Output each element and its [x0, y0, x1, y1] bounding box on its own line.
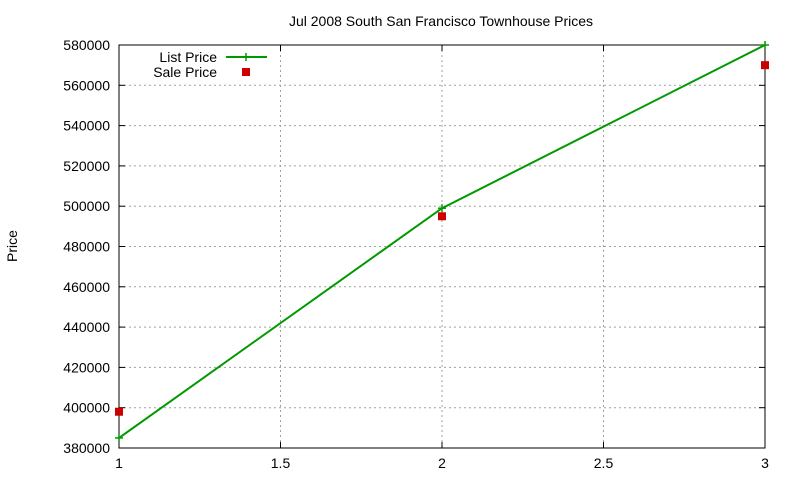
x-tick-label: 1.5	[271, 455, 291, 471]
x-tick-label: 3	[761, 455, 769, 471]
sale-price-point	[438, 212, 446, 221]
y-tick-label: 480000	[63, 239, 110, 255]
legend-marker-sale-price	[242, 68, 250, 76]
legend-label-sale-price: Sale Price	[153, 64, 217, 80]
y-axis-label: Price	[4, 230, 20, 262]
chart-title: Jul 2008 South San Francisco Townhouse P…	[289, 13, 593, 29]
list-price-point	[115, 433, 123, 442]
list-price-point	[438, 204, 446, 213]
y-tick-label: 540000	[63, 118, 110, 134]
grid-lines	[119, 45, 765, 448]
x-tick-label: 2	[438, 455, 446, 471]
y-tick-label: 520000	[63, 158, 110, 174]
list-price-point	[761, 41, 769, 49]
y-tick-label: 440000	[63, 319, 110, 335]
y-tick-label: 580000	[63, 37, 110, 53]
legend-label-list-price: List Price	[159, 49, 217, 65]
legend-marker-list-price	[242, 53, 250, 61]
y-tick-label: 420000	[63, 359, 110, 375]
x-tick-label: 2.5	[594, 455, 614, 471]
x-tick-label: 1	[115, 455, 123, 471]
y-tick-label: 460000	[63, 279, 110, 295]
series-layer	[115, 41, 769, 442]
sale-price-point	[761, 61, 769, 70]
y-tick-label: 500000	[63, 198, 110, 214]
axes: 380000 400000 420000 440000 460000 480000 5000…	[63, 37, 769, 471]
sale-price-point	[115, 407, 123, 416]
y-tick-label: 400000	[63, 400, 110, 416]
y-tick-label: 560000	[63, 77, 110, 93]
y-tick-label: 380000	[63, 440, 110, 456]
